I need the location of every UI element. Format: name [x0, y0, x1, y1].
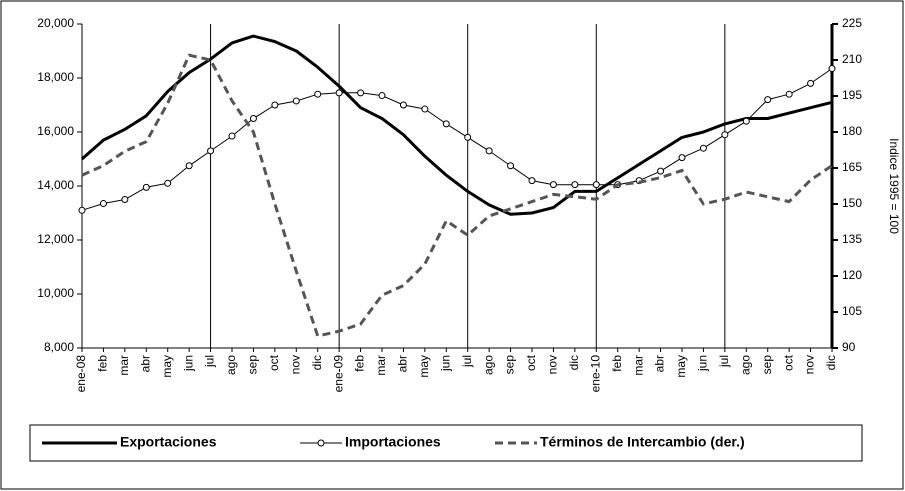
series-marker — [442, 120, 450, 128]
series-marker — [507, 162, 515, 170]
x-tick-label: oct — [524, 354, 538, 371]
series-marker — [78, 206, 86, 214]
x-tick-label: jul — [460, 355, 474, 368]
series-marker — [228, 132, 236, 140]
x-tick-label: mar — [117, 355, 131, 376]
x-tick-label: jul — [203, 355, 217, 368]
x-tick-label: abr — [653, 355, 667, 372]
x-tick-label: mar — [374, 355, 388, 376]
series-marker — [99, 200, 107, 208]
x-tick-label: may — [674, 355, 688, 378]
series-marker — [592, 181, 600, 189]
series-line — [81, 34, 833, 216]
x-tick-label: oct — [781, 354, 795, 371]
legend-label: Importaciones — [345, 434, 441, 450]
series-marker — [164, 179, 172, 187]
y2-tick-label: 210 — [842, 52, 862, 66]
series-marker — [764, 96, 772, 104]
series-marker — [485, 147, 493, 155]
series-marker — [335, 89, 343, 97]
series-marker — [185, 162, 193, 170]
x-tick-label: feb — [610, 355, 624, 372]
x-tick-label: feb — [353, 355, 367, 372]
x-tick-label: sep — [503, 355, 517, 375]
legend-box — [29, 424, 863, 462]
series-marker — [121, 196, 129, 203]
series-marker — [271, 101, 279, 109]
x-tick-label: sep — [246, 355, 260, 375]
y-tick-label: 18,000 — [37, 70, 74, 84]
series-marker — [571, 181, 579, 189]
series-marker — [742, 117, 750, 125]
series-marker — [464, 133, 472, 141]
legend-label: Exportaciones — [120, 434, 217, 450]
series-line — [81, 68, 833, 211]
y-tick-label: 16,000 — [37, 124, 74, 138]
series-marker — [699, 144, 707, 152]
series-marker — [828, 65, 836, 73]
x-tick-label: abr — [138, 355, 152, 372]
series-marker — [785, 90, 793, 98]
x-tick-label: jul — [717, 355, 731, 368]
y2-tick-label: 90 — [842, 340, 856, 354]
series-marker — [528, 177, 536, 185]
y2-tick-label: 135 — [842, 232, 862, 246]
x-tick-label: sep — [760, 355, 774, 375]
series-marker — [292, 97, 300, 105]
series-marker — [678, 154, 686, 162]
x-tick-label: nov — [803, 355, 817, 374]
x-tick-label: feb — [96, 355, 110, 372]
series-marker — [357, 89, 365, 97]
x-tick-label: dic — [310, 355, 324, 370]
x-tick-label: ene-10 — [588, 355, 602, 393]
series-marker — [249, 115, 257, 122]
legend-label: Términos de Intercambio (der.) — [540, 434, 745, 450]
y2-tick-label: 195 — [842, 88, 862, 102]
y2-tick-label: 150 — [842, 196, 862, 210]
x-tick-label: ago — [481, 355, 495, 375]
x-tick-label: ene-09 — [331, 355, 345, 393]
y-tick-label: 10,000 — [37, 286, 74, 300]
y2-tick-label: 180 — [842, 124, 862, 138]
x-tick-label: ago — [224, 355, 238, 375]
x-tick-label: abr — [396, 355, 410, 372]
series-marker — [807, 79, 815, 87]
x-tick-label: oct — [267, 354, 281, 371]
series-marker — [721, 131, 729, 139]
legend-marker — [317, 439, 325, 447]
x-tick-label: nov — [546, 355, 560, 374]
series-marker — [207, 147, 215, 155]
x-tick-label: mar — [631, 355, 645, 376]
x-tick-label: dic — [824, 355, 838, 370]
x-tick-label: dic — [567, 355, 581, 370]
series-marker — [314, 90, 322, 98]
y-tick-label: 12,000 — [37, 232, 74, 246]
y2-tick-label: 120 — [842, 268, 862, 282]
y2-axis-label: Indice 1995 = 100 — [887, 138, 901, 234]
series-marker — [399, 101, 407, 109]
x-tick-label: jun — [696, 355, 710, 372]
x-tick-label: may — [160, 355, 174, 378]
y2-tick-label: 165 — [842, 160, 862, 174]
x-tick-label: nov — [288, 355, 302, 374]
series-marker — [378, 92, 386, 100]
y-tick-label: 20,000 — [37, 16, 74, 30]
y2-tick-label: 225 — [842, 16, 862, 30]
series-marker — [657, 167, 665, 175]
y2-tick-label: 105 — [842, 304, 862, 318]
series-line — [81, 53, 833, 338]
series-marker — [549, 181, 557, 189]
x-tick-label: may — [417, 355, 431, 378]
x-tick-label: jun — [181, 355, 195, 372]
x-tick-label: ene-08 — [74, 355, 88, 393]
x-tick-label: ago — [738, 355, 752, 375]
series-marker — [142, 183, 150, 191]
x-tick-label: jun — [438, 355, 452, 372]
series-marker — [421, 105, 429, 113]
y-tick-label: 8,000 — [44, 340, 74, 354]
y-tick-label: 14,000 — [37, 178, 74, 192]
